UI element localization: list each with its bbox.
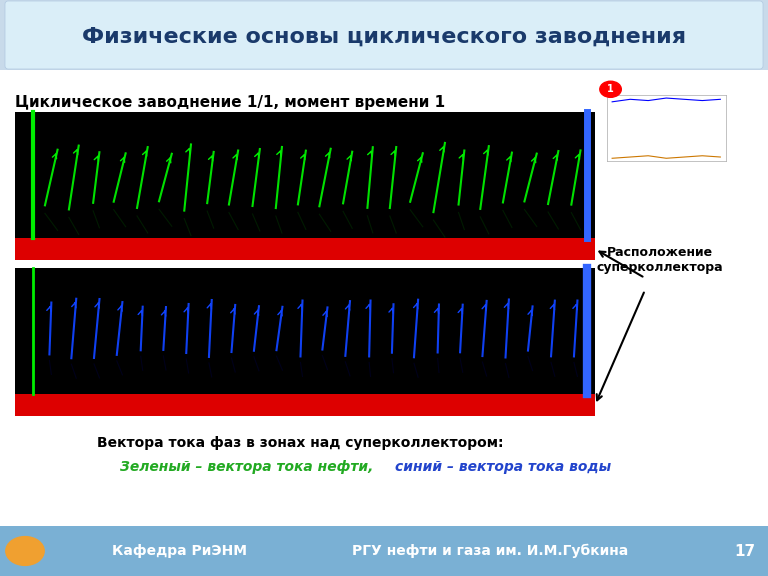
- Text: Физические основы циклического заводнения: Физические основы циклического заводнени…: [82, 27, 686, 47]
- Text: Расположение
суперколлектора: Расположение суперколлектора: [597, 246, 723, 274]
- Bar: [15, 112, 595, 260]
- Text: Зеленый – вектора тока нефти,: Зеленый – вектора тока нефти,: [120, 460, 379, 474]
- Bar: [0, 526, 768, 576]
- Text: РГУ нефти и газа им. И.М.Губкина: РГУ нефти и газа им. И.М.Губкина: [352, 544, 628, 558]
- Text: Вектора тока фаз в зонах над суперколлектором:: Вектора тока фаз в зонах над суперколлек…: [97, 436, 503, 450]
- Bar: [15, 238, 595, 260]
- Text: синий – вектора тока воды: синий – вектора тока воды: [395, 460, 611, 474]
- Bar: [0, 0, 768, 70]
- Text: 17: 17: [734, 544, 756, 559]
- Bar: [15, 268, 595, 416]
- Text: Циклическое заводнение 1/1, момент времени 1: Циклическое заводнение 1/1, момент време…: [15, 95, 445, 110]
- Text: Кафедра РиЭНМ: Кафедра РиЭНМ: [112, 544, 247, 558]
- Bar: [15, 394, 595, 416]
- Bar: [0, 70, 768, 526]
- FancyBboxPatch shape: [5, 1, 763, 69]
- Text: 1: 1: [607, 84, 614, 94]
